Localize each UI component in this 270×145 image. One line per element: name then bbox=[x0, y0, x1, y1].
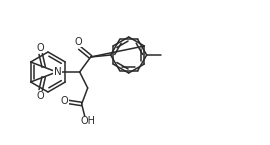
Text: O: O bbox=[37, 43, 45, 53]
Text: O: O bbox=[61, 96, 69, 106]
Text: O: O bbox=[75, 37, 83, 47]
Text: OH: OH bbox=[80, 116, 95, 126]
Text: N: N bbox=[54, 67, 62, 77]
Text: O: O bbox=[37, 91, 45, 101]
